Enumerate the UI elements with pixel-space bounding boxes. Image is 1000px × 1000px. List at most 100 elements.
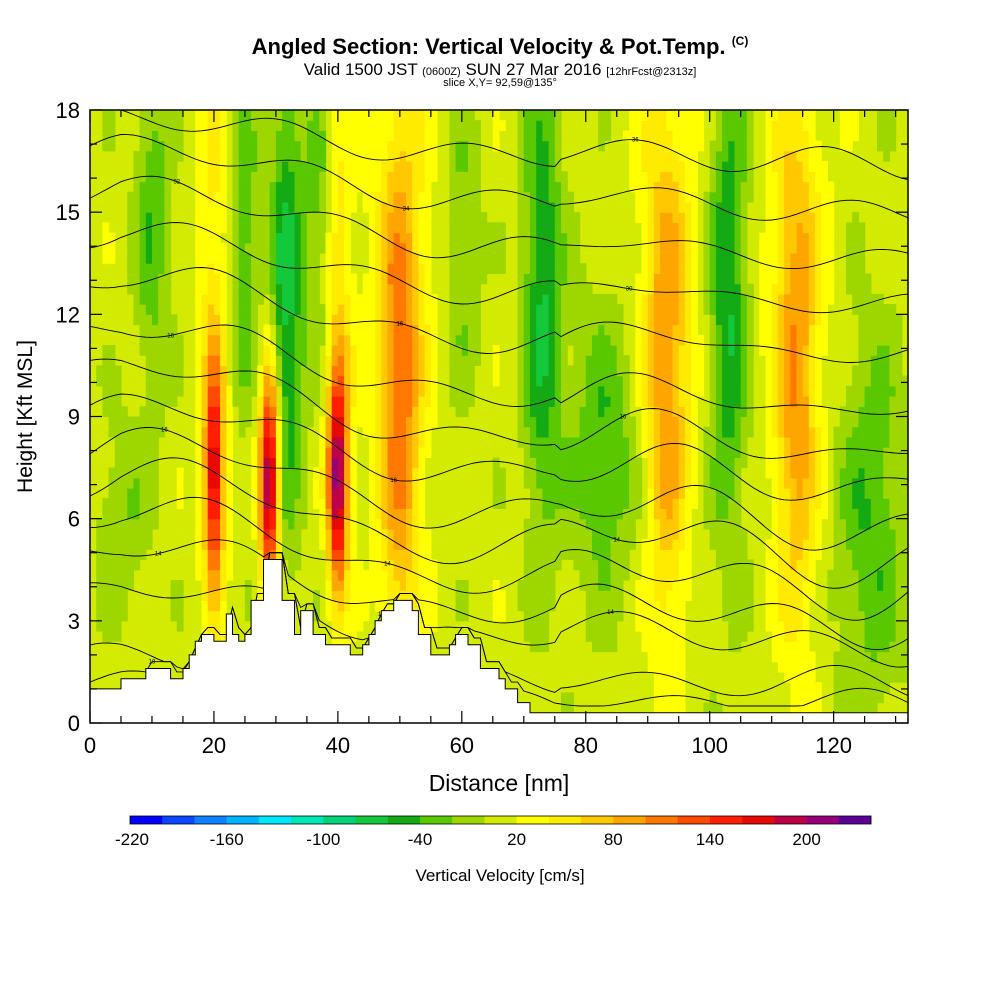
velocity-cell <box>269 191 277 203</box>
velocity-cell <box>226 406 234 418</box>
velocity-cell <box>375 232 382 244</box>
velocity-cell <box>635 477 643 489</box>
velocity-cell <box>306 181 314 193</box>
velocity-cell <box>387 508 395 520</box>
velocity-cell <box>275 161 283 172</box>
velocity-cell <box>232 201 240 213</box>
velocity-cell <box>393 580 401 591</box>
velocity-cell <box>523 385 531 397</box>
velocity-cell <box>684 528 692 540</box>
velocity-cell <box>877 631 884 642</box>
velocity-cell <box>542 631 550 642</box>
velocity-cell <box>691 498 698 509</box>
velocity-cell <box>846 457 853 469</box>
velocity-cell <box>734 467 742 479</box>
velocity-cell <box>337 631 345 642</box>
velocity-cell <box>393 140 401 152</box>
velocity-cell <box>201 263 209 274</box>
velocity-cell <box>331 375 339 387</box>
velocity-cell <box>530 242 537 254</box>
velocity-cell <box>691 253 698 264</box>
velocity-cell <box>870 518 878 530</box>
velocity-cell <box>226 549 234 561</box>
velocity-cell <box>195 263 203 274</box>
velocity-cell <box>542 334 550 346</box>
velocity-cell <box>102 242 110 254</box>
velocity-cell <box>108 467 116 479</box>
velocity-cell <box>610 385 618 397</box>
velocity-cell <box>294 304 302 315</box>
velocity-cell <box>585 324 593 336</box>
velocity-cell <box>684 242 692 254</box>
velocity-cell <box>839 447 847 458</box>
velocity-cell <box>548 273 556 285</box>
velocity-cell <box>195 467 203 479</box>
velocity-cell <box>777 110 785 121</box>
velocity-cell <box>691 396 698 407</box>
velocity-cell <box>201 273 209 285</box>
velocity-cell <box>715 365 723 377</box>
velocity-cell <box>728 549 736 561</box>
velocity-cell <box>263 232 271 244</box>
velocity-cell <box>684 140 692 152</box>
velocity-cell <box>672 559 680 571</box>
velocity-cell <box>269 181 277 193</box>
velocity-cell <box>523 110 531 121</box>
velocity-cell <box>263 253 271 264</box>
velocity-cell <box>375 396 382 407</box>
velocity-cell <box>468 212 475 223</box>
velocity-cell <box>622 416 630 428</box>
velocity-cell <box>870 498 878 509</box>
velocity-cell <box>499 590 506 601</box>
velocity-cell <box>740 314 748 326</box>
velocity-cell <box>877 559 884 571</box>
velocity-cell <box>244 212 252 223</box>
velocity-cell <box>213 610 221 622</box>
velocity-cell <box>870 324 878 336</box>
velocity-cell <box>108 355 116 366</box>
velocity-cell <box>275 212 283 223</box>
velocity-cell <box>870 375 878 387</box>
velocity-cell <box>213 263 221 274</box>
velocity-cell <box>653 457 661 469</box>
velocity-cell <box>492 580 500 591</box>
velocity-cell <box>808 355 816 366</box>
velocity-cell <box>821 283 828 295</box>
velocity-cell <box>213 161 221 172</box>
velocity-cell <box>604 457 612 469</box>
velocity-cell <box>709 201 717 213</box>
velocity-cell <box>852 631 859 642</box>
velocity-cell <box>864 477 872 489</box>
velocity-cell <box>579 467 587 479</box>
velocity-cell <box>319 467 327 479</box>
velocity-cell <box>356 304 364 315</box>
velocity-cell <box>740 549 748 561</box>
velocity-cell <box>678 324 686 336</box>
velocity-cell <box>313 304 320 315</box>
velocity-cell <box>542 436 550 448</box>
velocity-cell <box>461 181 469 193</box>
velocity-cell <box>207 375 215 387</box>
velocity-cell <box>530 314 537 326</box>
velocity-cell <box>288 171 296 183</box>
velocity-cell <box>418 549 426 561</box>
velocity-cell <box>362 600 370 612</box>
velocity-cell <box>691 212 698 223</box>
velocity-cell <box>622 385 630 397</box>
velocity-cell <box>257 212 265 223</box>
velocity-cell <box>802 324 810 336</box>
velocity-cell <box>561 293 568 305</box>
velocity-cell <box>232 130 240 142</box>
velocity-cell <box>703 212 711 223</box>
velocity-cell <box>145 304 153 315</box>
velocity-cell <box>424 539 432 550</box>
velocity-cell <box>468 304 475 315</box>
velocity-cell <box>765 549 773 561</box>
velocity-cell <box>387 590 395 601</box>
velocity-cell <box>641 447 649 458</box>
velocity-cell <box>139 436 147 448</box>
velocity-cell <box>808 498 816 509</box>
velocity-cell <box>139 140 147 152</box>
velocity-cell <box>424 355 432 366</box>
velocity-cell <box>746 293 754 305</box>
